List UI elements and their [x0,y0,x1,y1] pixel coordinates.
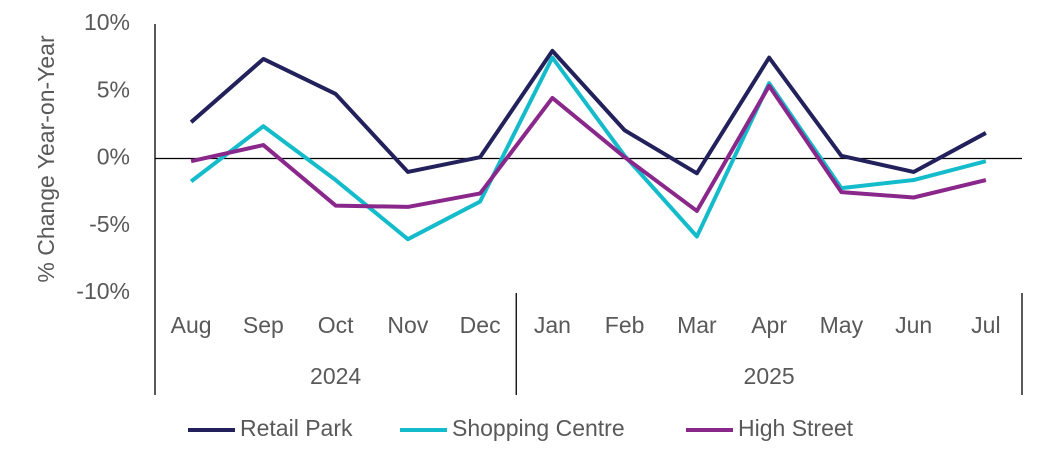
series-line [190,83,987,213]
y-tick-label: -5% [89,211,130,237]
group-label: 2025 [744,363,795,389]
series-line [189,48,987,176]
x-tick-label: Apr [751,312,787,338]
x-tick-label: Jan [534,312,571,338]
y-axis-label: % Change Year-on-Year [33,35,59,283]
x-tick-label: Feb [605,312,645,338]
legend-label: High Street [738,415,854,441]
x-tick-label: Jun [895,312,932,338]
x-tick-label: Aug [171,312,212,338]
legend-label: Retail Park [240,415,353,441]
y-tick-label: 5% [97,76,130,102]
series-line [189,55,987,242]
x-tick-label: Sep [243,312,284,338]
x-tick-label: Nov [387,312,428,338]
y-tick-label: -10% [76,278,130,304]
group-label: 2024 [310,363,361,389]
x-tick-label: May [820,312,864,338]
y-tick-label: 0% [97,144,130,170]
x-tick-label: Oct [318,312,354,338]
y-tick-label: 10% [84,9,130,35]
x-tick-label: Mar [677,312,717,338]
legend-label: Shopping Centre [452,415,625,441]
x-tick-label: Dec [460,312,501,338]
x-tick-label: Jul [971,312,1000,338]
